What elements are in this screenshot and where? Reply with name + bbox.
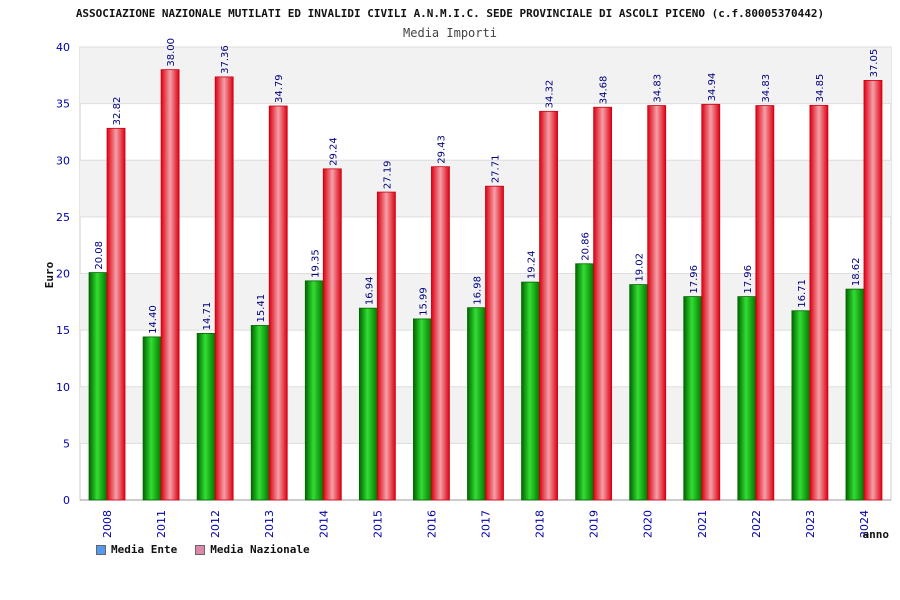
bar-media-nazionale: [106, 127, 126, 501]
data-label: 29.24: [328, 137, 339, 166]
data-label: 15.41: [256, 294, 267, 323]
legend-item-media-ente: Media Ente: [96, 543, 177, 556]
bar-media-nazionale: [322, 168, 342, 501]
x-tick-label: 2023: [804, 510, 817, 538]
data-label: 34.68: [599, 76, 610, 105]
legend-item-media-nazionale: Media Nazionale: [195, 543, 310, 556]
x-tick-label: 2024: [858, 510, 871, 538]
x-tick-label: 2017: [480, 510, 493, 538]
data-label: 27.19: [382, 160, 393, 189]
chart-subtitle: Media Importi: [403, 26, 497, 40]
x-tick-label: 2011: [155, 510, 168, 538]
bar-media-ente: [791, 310, 811, 501]
bar-media-ente: [88, 272, 108, 501]
data-label: 34.85: [815, 74, 826, 103]
bar-media-ente: [358, 307, 378, 501]
y-tick-label: 15: [56, 324, 70, 337]
x-tick-label: 2012: [209, 510, 222, 538]
legend-swatch-media-nazionale: [195, 544, 206, 555]
chart-title: ASSOCIAZIONE NAZIONALE MUTILATI ED INVAL…: [76, 7, 824, 20]
data-label: 34.32: [545, 80, 556, 109]
x-tick-label: 2015: [371, 510, 384, 538]
bar-media-ente: [683, 296, 703, 501]
y-axis-label: Euro: [43, 261, 56, 288]
data-label: 34.83: [653, 74, 664, 103]
x-tick-label: 2022: [750, 510, 763, 538]
x-tick-label: 2014: [317, 510, 330, 538]
bar-media-nazionale: [647, 105, 667, 501]
x-tick-label: 2016: [425, 510, 438, 538]
y-tick-label: 5: [63, 437, 70, 450]
bar-media-nazionale: [755, 105, 775, 501]
data-label: 17.96: [743, 265, 754, 294]
data-label: 38.00: [166, 38, 177, 67]
data-label: 37.05: [869, 49, 880, 78]
data-label: 16.98: [473, 276, 484, 305]
x-tick-label: 2021: [696, 510, 709, 538]
bar-media-nazionale: [485, 185, 504, 501]
data-label: 27.71: [491, 155, 502, 184]
y-axis-ticks: 0 5 10 15 20 25 30 35 40: [56, 41, 70, 507]
data-label: 17.96: [689, 265, 700, 294]
bars: 20.08 14.40 14.71 15.41 19.35 16.94 15.99 16.98…: [88, 38, 883, 501]
x-axis-ticks: 2008 2011 2012 2013 2014 2015 2016 2017 2018 2019…: [101, 510, 871, 538]
y-tick-label: 25: [56, 211, 70, 224]
bar-media-ente: [304, 280, 324, 501]
x-tick-label: 2019: [588, 510, 601, 538]
y-tick-label: 30: [56, 154, 70, 167]
data-label: 15.99: [418, 287, 429, 316]
legend: Media Ente Media Nazionale: [96, 543, 310, 556]
data-label: 16.71: [797, 279, 808, 308]
bar-media-ente: [521, 281, 540, 501]
data-label: 19.24: [527, 250, 538, 279]
bar-media-ente: [575, 263, 595, 501]
bar-media-nazionale: [268, 105, 288, 501]
data-label: 19.35: [310, 249, 321, 278]
data-label: 37.36: [220, 45, 231, 74]
data-label: 16.94: [364, 277, 375, 306]
data-label: 34.79: [274, 74, 285, 103]
data-label: 19.02: [635, 253, 646, 282]
bar-media-ente: [845, 288, 865, 501]
bar-media-ente: [629, 284, 649, 501]
bar-media-ente: [467, 307, 486, 501]
bar-media-nazionale: [214, 76, 234, 501]
y-tick-label: 10: [56, 381, 70, 394]
y-tick-label: 40: [56, 41, 70, 54]
x-tick-label: 2018: [534, 510, 547, 538]
bar-media-ente: [250, 325, 270, 501]
x-tick-label: 2008: [101, 510, 114, 538]
data-label: 29.43: [436, 135, 447, 164]
legend-label-media-ente: Media Ente: [111, 543, 178, 556]
x-tick-label: 2013: [263, 510, 276, 538]
bar-media-ente: [142, 336, 162, 501]
y-tick-label: 0: [63, 494, 70, 507]
data-label: 34.94: [707, 73, 718, 102]
bar-media-ente: [737, 296, 757, 501]
data-label: 14.71: [202, 302, 213, 331]
legend-swatch-media-ente: [96, 544, 106, 555]
data-label: 20.86: [581, 232, 592, 261]
bar-media-nazionale: [593, 106, 613, 501]
bar-media-ente: [413, 318, 432, 501]
bar-media-nazionale: [809, 104, 829, 501]
bar-media-nazionale: [539, 110, 558, 501]
data-label: 34.83: [761, 74, 772, 103]
data-label: 20.08: [94, 241, 105, 270]
x-axis-label: anno: [863, 528, 890, 541]
y-tick-label: 35: [56, 98, 70, 111]
bar-media-nazionale: [863, 80, 883, 501]
bar-media-ente: [196, 333, 216, 501]
y-tick-label: 20: [56, 268, 70, 281]
data-label: 32.82: [112, 97, 123, 126]
bar-media-nazionale: [701, 103, 721, 501]
bar-media-nazionale: [431, 166, 450, 501]
data-label: 14.40: [148, 305, 159, 334]
bar-media-nazionale: [376, 191, 396, 501]
x-tick-label: 2020: [642, 510, 655, 538]
legend-label-media-nazionale: Media Nazionale: [210, 543, 310, 556]
bar-media-nazionale: [160, 69, 180, 501]
data-label: 18.62: [851, 257, 862, 286]
